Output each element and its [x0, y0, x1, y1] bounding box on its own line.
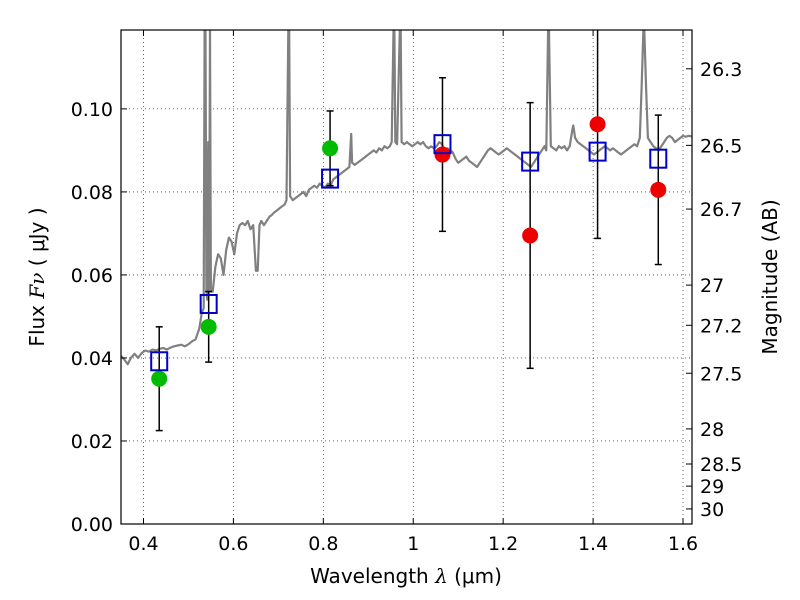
y-tick-label: 0.04 — [71, 348, 113, 370]
y2-tick-label: 28.5 — [700, 454, 742, 476]
model-photometry-point — [199, 293, 218, 314]
x-tick-label: 1.2 — [488, 533, 518, 555]
axis-ticks: 0.4 0.6 0.8 1 1.2 1.4 1.6 0.00 0.02 0.04 0.06 0.08 0… — [71, 30, 742, 555]
observed-flux-point — [434, 146, 451, 163]
y-tick-label: 0.08 — [71, 182, 113, 204]
observed-flux-point — [522, 227, 539, 244]
model-photometry-point — [649, 148, 668, 169]
y-tick-label: 0.10 — [71, 99, 113, 121]
y2-tick-label: 26.3 — [700, 59, 742, 81]
x-tick-label: 0.6 — [218, 533, 248, 555]
observed-flux-point — [151, 370, 168, 387]
x-tick-label: 1.6 — [668, 533, 698, 555]
y2-tick-label: 29 — [700, 476, 724, 498]
x-tick-label: 1.4 — [578, 533, 608, 555]
model-photometry-point — [433, 134, 452, 155]
observed-flux-point — [650, 181, 667, 198]
x-axis-title: Wavelength λ (μm) — [310, 564, 502, 588]
model-photometry-point — [321, 168, 340, 189]
y2-tick-label: 30 — [700, 499, 724, 521]
observed-flux-point — [200, 318, 217, 335]
y2-tick-label: 27.5 — [700, 363, 742, 385]
model-photometry-point — [521, 151, 540, 172]
y2-axis-title: Magnitude (AB) — [758, 199, 782, 354]
x-tick-label: 0.8 — [308, 533, 338, 555]
y2-tick-label: 26.7 — [700, 199, 742, 221]
x-tick-label: 0.4 — [128, 533, 158, 555]
marker-layer — [150, 116, 668, 387]
model-photometry-point — [150, 351, 169, 372]
y-tick-label: 0.02 — [71, 431, 113, 453]
observed-flux-point — [589, 116, 606, 133]
observed-flux-point — [322, 140, 339, 157]
y-tick-label: 0.06 — [71, 265, 113, 287]
y2-tick-label: 28 — [700, 419, 724, 441]
y-axis-title: Flux Fν ( μJy ) — [25, 207, 49, 346]
y2-tick-label: 26.5 — [700, 135, 742, 157]
spectrum-line — [121, 30, 692, 366]
model-photometry-point — [588, 141, 607, 162]
x-tick-label: 1 — [407, 533, 419, 555]
spectrum-layer — [121, 30, 692, 366]
y2-tick-label: 27 — [700, 275, 724, 297]
y-tick-label: 0.00 — [71, 514, 113, 536]
y2-tick-label: 27.2 — [700, 315, 742, 337]
plot-frame — [120, 29, 693, 525]
